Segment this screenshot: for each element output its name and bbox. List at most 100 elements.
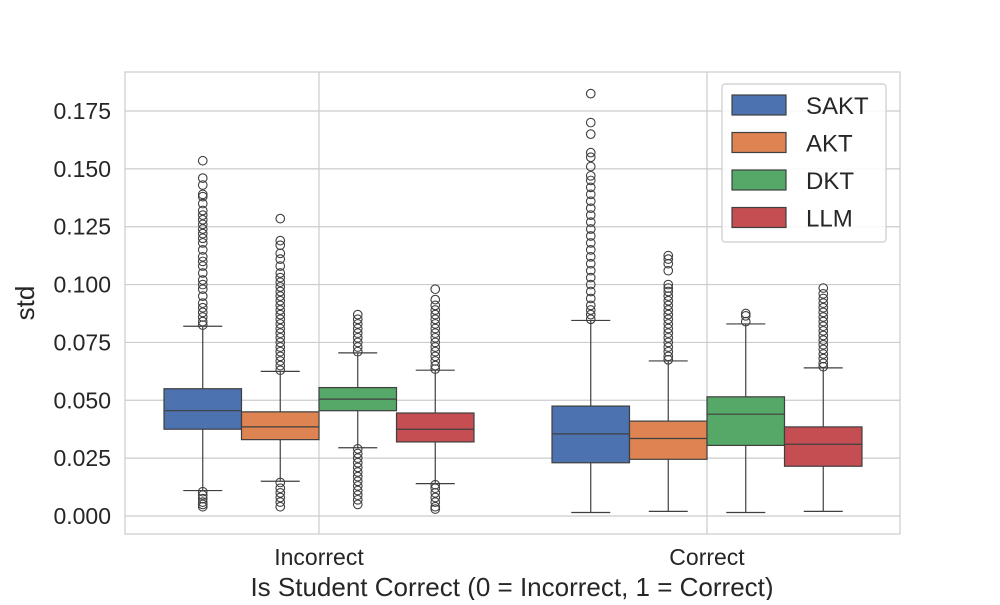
legend-swatch — [731, 131, 787, 154]
y-tick-label: 0.050 — [53, 387, 111, 413]
outlier-point — [275, 492, 286, 503]
outlier-point — [197, 279, 208, 290]
outlier-point — [585, 309, 596, 320]
outlier-point — [818, 312, 829, 322]
outlier-point — [585, 129, 596, 139]
outlier-point — [430, 332, 441, 343]
legend-label: DKT — [806, 168, 854, 195]
outlier-point — [197, 268, 208, 278]
outlier-point — [275, 261, 286, 271]
outlier-point — [352, 481, 363, 491]
x-tick-label: Incorrect — [274, 544, 364, 570]
outlier-point — [197, 224, 208, 234]
outlier-point — [275, 295, 286, 306]
box-body — [240, 411, 320, 441]
outlier-point — [197, 189, 208, 200]
outlier-point — [352, 342, 363, 352]
legend-item-akt: AKT — [731, 131, 853, 158]
outlier-point — [818, 326, 829, 336]
outlier-point — [585, 286, 596, 297]
legend-label: AKT — [806, 131, 853, 158]
y-tick-label: 0.000 — [53, 503, 111, 529]
outlier-point — [663, 323, 674, 334]
outlier-point — [275, 497, 286, 507]
outlier-point — [585, 147, 596, 158]
outlier-point — [275, 483, 286, 494]
outlier-point — [430, 488, 441, 498]
outlier-point — [818, 349, 829, 359]
outlier-point — [818, 298, 829, 308]
y-tick-label: 0.025 — [53, 445, 111, 471]
outlier-point — [197, 256, 208, 267]
outlier-point — [818, 283, 829, 293]
outlier-point — [197, 501, 208, 512]
outlier-point — [197, 284, 208, 295]
outlier-point — [352, 453, 363, 463]
outlier-point — [663, 337, 674, 348]
legend-label: SAKT — [806, 93, 869, 120]
outlier-point — [663, 305, 674, 315]
outlier-point — [430, 337, 441, 348]
outlier-point — [197, 298, 208, 308]
outlier-point — [818, 302, 829, 313]
outlier-point — [663, 300, 674, 311]
outlier-point — [197, 238, 208, 248]
outlier-point — [818, 288, 829, 299]
outlier-point — [430, 323, 441, 334]
outlier-point — [585, 88, 596, 99]
outlier-point — [275, 346, 286, 357]
box-akt-incorrect — [240, 213, 320, 512]
box-llm-incorrect — [395, 284, 475, 514]
outlier-point — [585, 279, 596, 290]
outlier-point — [352, 494, 363, 505]
outlier-point — [585, 117, 596, 128]
outlier-point — [275, 272, 286, 283]
outlier-point — [585, 245, 596, 255]
outlier-point — [663, 250, 674, 261]
outlier-point — [197, 180, 208, 190]
plot-frame — [124, 71, 901, 535]
outlier-point — [430, 300, 441, 311]
outlier-point — [663, 279, 674, 290]
outlier-point — [275, 351, 286, 362]
outlier-point — [430, 346, 441, 357]
outlier-point — [585, 231, 596, 241]
outlier-point — [352, 328, 363, 339]
outlier-point — [663, 265, 674, 276]
outlier-point — [430, 319, 441, 329]
outlier-point — [352, 448, 363, 459]
outlier-point — [352, 485, 363, 496]
outlier-point — [197, 307, 208, 318]
outlier-point — [197, 214, 208, 225]
outlier-point — [352, 337, 363, 348]
outlier-point — [430, 314, 441, 325]
outlier-point — [585, 258, 596, 269]
outlier-point — [585, 210, 596, 220]
outlier-point — [352, 471, 363, 482]
outlier-point — [585, 265, 596, 276]
x-tick-labels: Incorrect Correct — [274, 544, 745, 570]
outlier-point — [585, 175, 596, 186]
outlier-point — [585, 238, 596, 248]
y-tick-labels: 0.000 0.025 0.050 0.075 0.100 0.125 0.150 0.175 — [53, 98, 111, 529]
outlier-point — [585, 272, 596, 283]
outlier-point — [818, 330, 829, 341]
outlier-point — [585, 251, 596, 262]
outlier-point — [585, 293, 596, 304]
y-tick-label: 0.150 — [53, 156, 111, 182]
series-sakt — [163, 88, 631, 514]
outlier-point — [197, 497, 208, 507]
outlier-point — [585, 217, 596, 227]
outlier-point — [197, 251, 208, 262]
y-tick-label: 0.075 — [53, 329, 111, 355]
outlier-point — [197, 233, 208, 244]
outlier-point — [197, 499, 208, 510]
outlier-point — [197, 316, 208, 327]
outlier-point — [585, 314, 596, 325]
outlier-point — [275, 501, 286, 512]
outlier-point — [275, 342, 286, 352]
outlier-point — [740, 310, 751, 321]
outlier-point — [430, 342, 441, 352]
outlier-point — [585, 305, 596, 315]
box-dkt-correct — [706, 308, 786, 514]
